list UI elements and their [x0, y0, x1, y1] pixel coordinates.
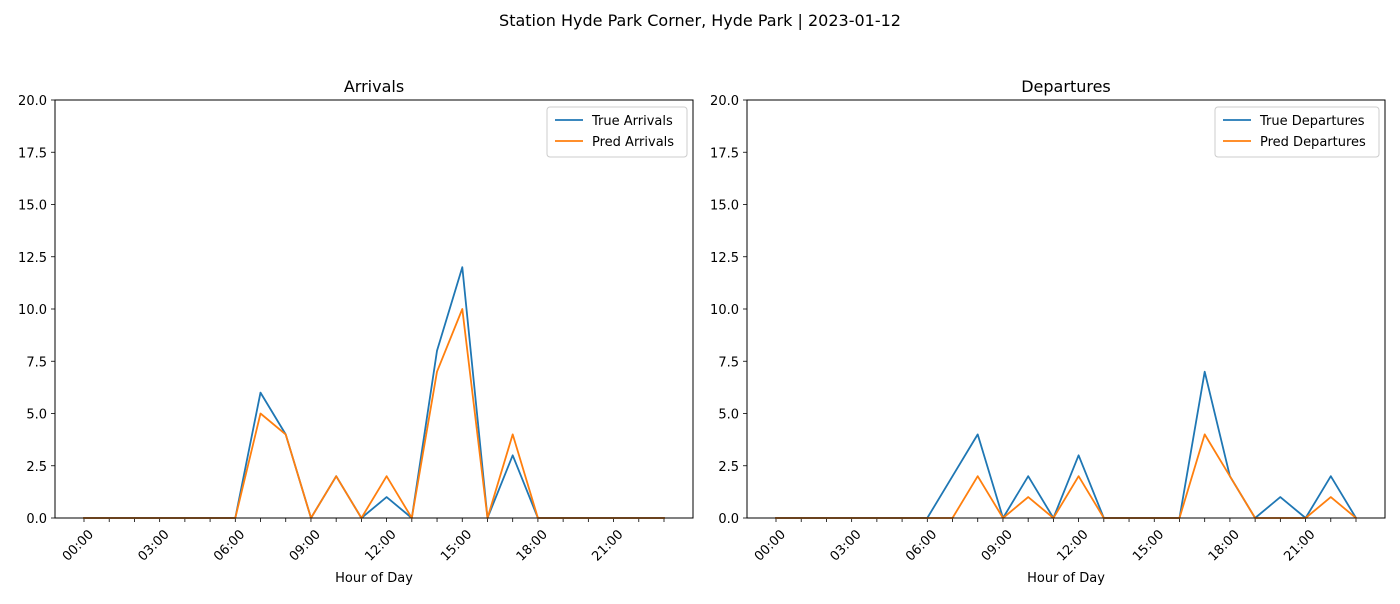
- x-tick-label: 12:00: [362, 527, 399, 564]
- legend: True Departures Pred Departures: [1214, 106, 1380, 158]
- x-tick-label: 15:00: [438, 527, 475, 564]
- x-tick-label: 21:00: [589, 527, 626, 564]
- x-tick-label: 21:00: [1281, 527, 1318, 564]
- panel-title: Departures: [1021, 77, 1111, 96]
- axes-frame: [54, 99, 694, 519]
- x-tick-label: 09:00: [287, 527, 324, 564]
- x-tick-label: 03:00: [827, 527, 864, 564]
- y-tick-label: 17.5: [18, 146, 47, 161]
- figure-title: Station Hyde Park Corner, Hyde Park | 20…: [499, 11, 901, 30]
- y-tick-label: 20.0: [710, 94, 739, 109]
- x-tick-label: 06:00: [903, 527, 940, 564]
- y-tick-label: 20.0: [18, 94, 47, 109]
- panel-title: Arrivals: [344, 77, 404, 96]
- y-tick-label: 12.5: [710, 251, 739, 266]
- y-tick-label: 2.5: [26, 460, 47, 475]
- y-tick-label: 12.5: [18, 251, 47, 266]
- x-tick-label: 15:00: [1130, 527, 1167, 564]
- y-tick-label: 7.5: [718, 355, 739, 370]
- x-tick-label: 09:00: [979, 527, 1016, 564]
- x-axis-label: Hour of Day: [335, 571, 413, 586]
- legend-label: Pred Departures: [1260, 135, 1366, 150]
- x-tick-label: 06:00: [211, 527, 248, 564]
- y-tick-label: 7.5: [26, 355, 47, 370]
- legend-label: True Departures: [1259, 114, 1365, 129]
- legend-box: [1214, 106, 1380, 158]
- y-tick-label: 2.5: [718, 460, 739, 475]
- y-tick-label: 5.0: [718, 408, 739, 423]
- legend-label: True Arrivals: [591, 114, 673, 129]
- x-tick-label: 00:00: [60, 527, 97, 564]
- y-tick-label: 15.0: [18, 199, 47, 214]
- y-tick-label: 10.0: [710, 303, 739, 318]
- x-tick-label: 12:00: [1054, 527, 1091, 564]
- series-line-true: [83, 266, 665, 519]
- y-tick-label: 10.0: [18, 303, 47, 318]
- chart-panel-2: Departures 0.0 2.5 5.0 7.5 10.0 12.5 15.0 17.5 20…: [710, 77, 1386, 586]
- x-tick-label: 18:00: [1206, 527, 1243, 564]
- x-axis-label: Hour of Day: [1027, 571, 1105, 586]
- plot-area: [775, 370, 1358, 520]
- y-tick-label: 0.0: [26, 512, 47, 527]
- series-line-pred: [83, 308, 665, 519]
- axes-frame: [746, 99, 1386, 519]
- x-tick-label: 18:00: [514, 527, 551, 564]
- legend: True Arrivals Pred Arrivals: [546, 106, 688, 158]
- x-tick-label: 00:00: [752, 527, 789, 564]
- x-tick-label: 03:00: [135, 527, 172, 564]
- chart-panel-1: Arrivals 0.0 2.5 5.0 7.5 10.0 12.5 15.0 17.5 20.0…: [18, 77, 694, 586]
- y-tick-label: 15.0: [710, 199, 739, 214]
- y-tick-label: 17.5: [710, 146, 739, 161]
- legend-label: Pred Arrivals: [592, 135, 674, 150]
- y-tick-label: 5.0: [26, 408, 47, 423]
- y-tick-label: 0.0: [718, 512, 739, 527]
- plot-area: [83, 266, 665, 519]
